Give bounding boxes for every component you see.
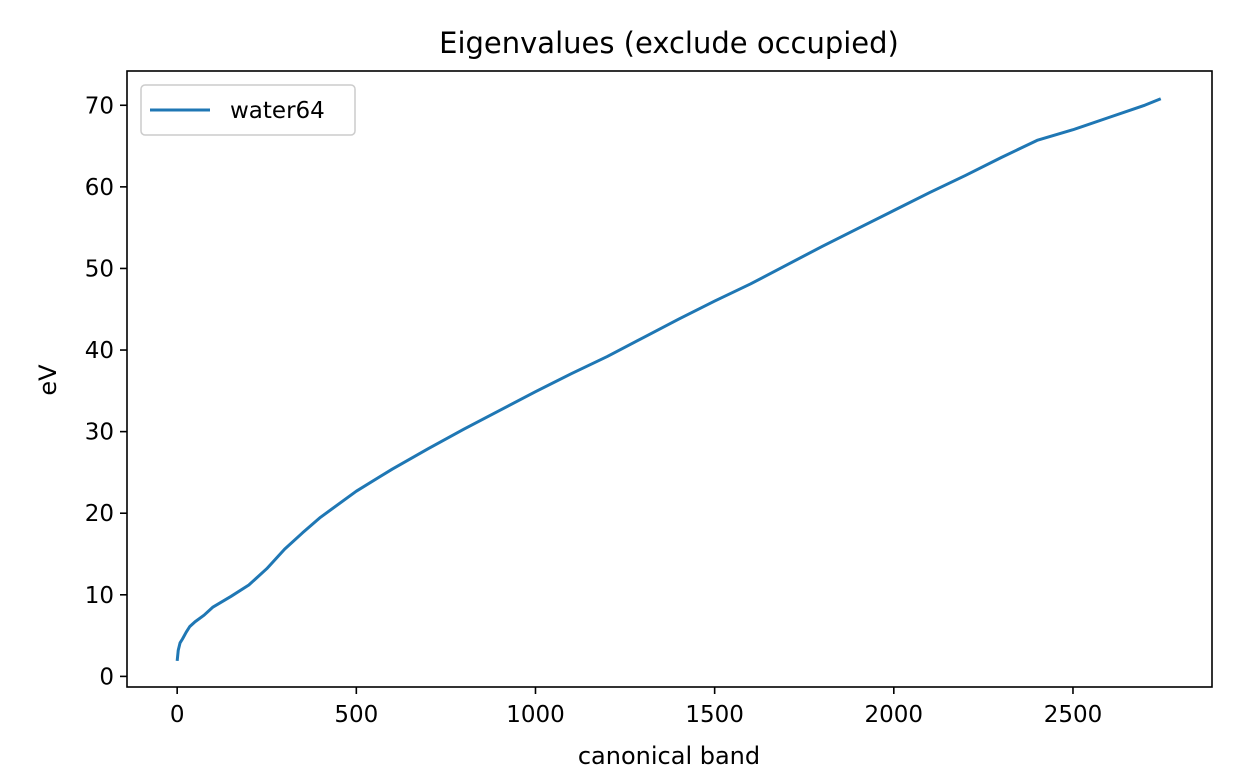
x-tick-label: 2000 xyxy=(865,702,924,728)
y-tick-label: 30 xyxy=(85,420,114,446)
plot-area: 0 500 1000 1500 2000 2500 0 10 20 30 40 50 60 70 water… xyxy=(85,70,1213,728)
y-tick-label: 10 xyxy=(85,583,114,609)
y-tick-label: 20 xyxy=(85,501,114,527)
x-tick-label: 500 xyxy=(334,702,378,728)
x-tick-label: 2500 xyxy=(1044,702,1103,728)
y-tick-label: 0 xyxy=(99,664,114,690)
axes-frame xyxy=(126,70,1213,688)
y-tick-label: 60 xyxy=(85,175,114,201)
legend-box xyxy=(140,84,356,136)
x-tick-label: 1000 xyxy=(506,702,565,728)
x-tick-label: 0 xyxy=(170,702,185,728)
y-tick-label: 70 xyxy=(85,93,114,119)
legend-label: water64 xyxy=(230,98,325,124)
chart-title: Eigenvalues (exclude occupied) xyxy=(439,26,899,60)
y-tick-label: 40 xyxy=(85,338,114,364)
y-axis-label: eV xyxy=(34,364,62,396)
x-tick-label: 1500 xyxy=(685,702,744,728)
x-axis-label: canonical band xyxy=(578,742,760,770)
series-line-water64 xyxy=(175,97,1162,662)
y-tick-label: 50 xyxy=(85,256,114,282)
